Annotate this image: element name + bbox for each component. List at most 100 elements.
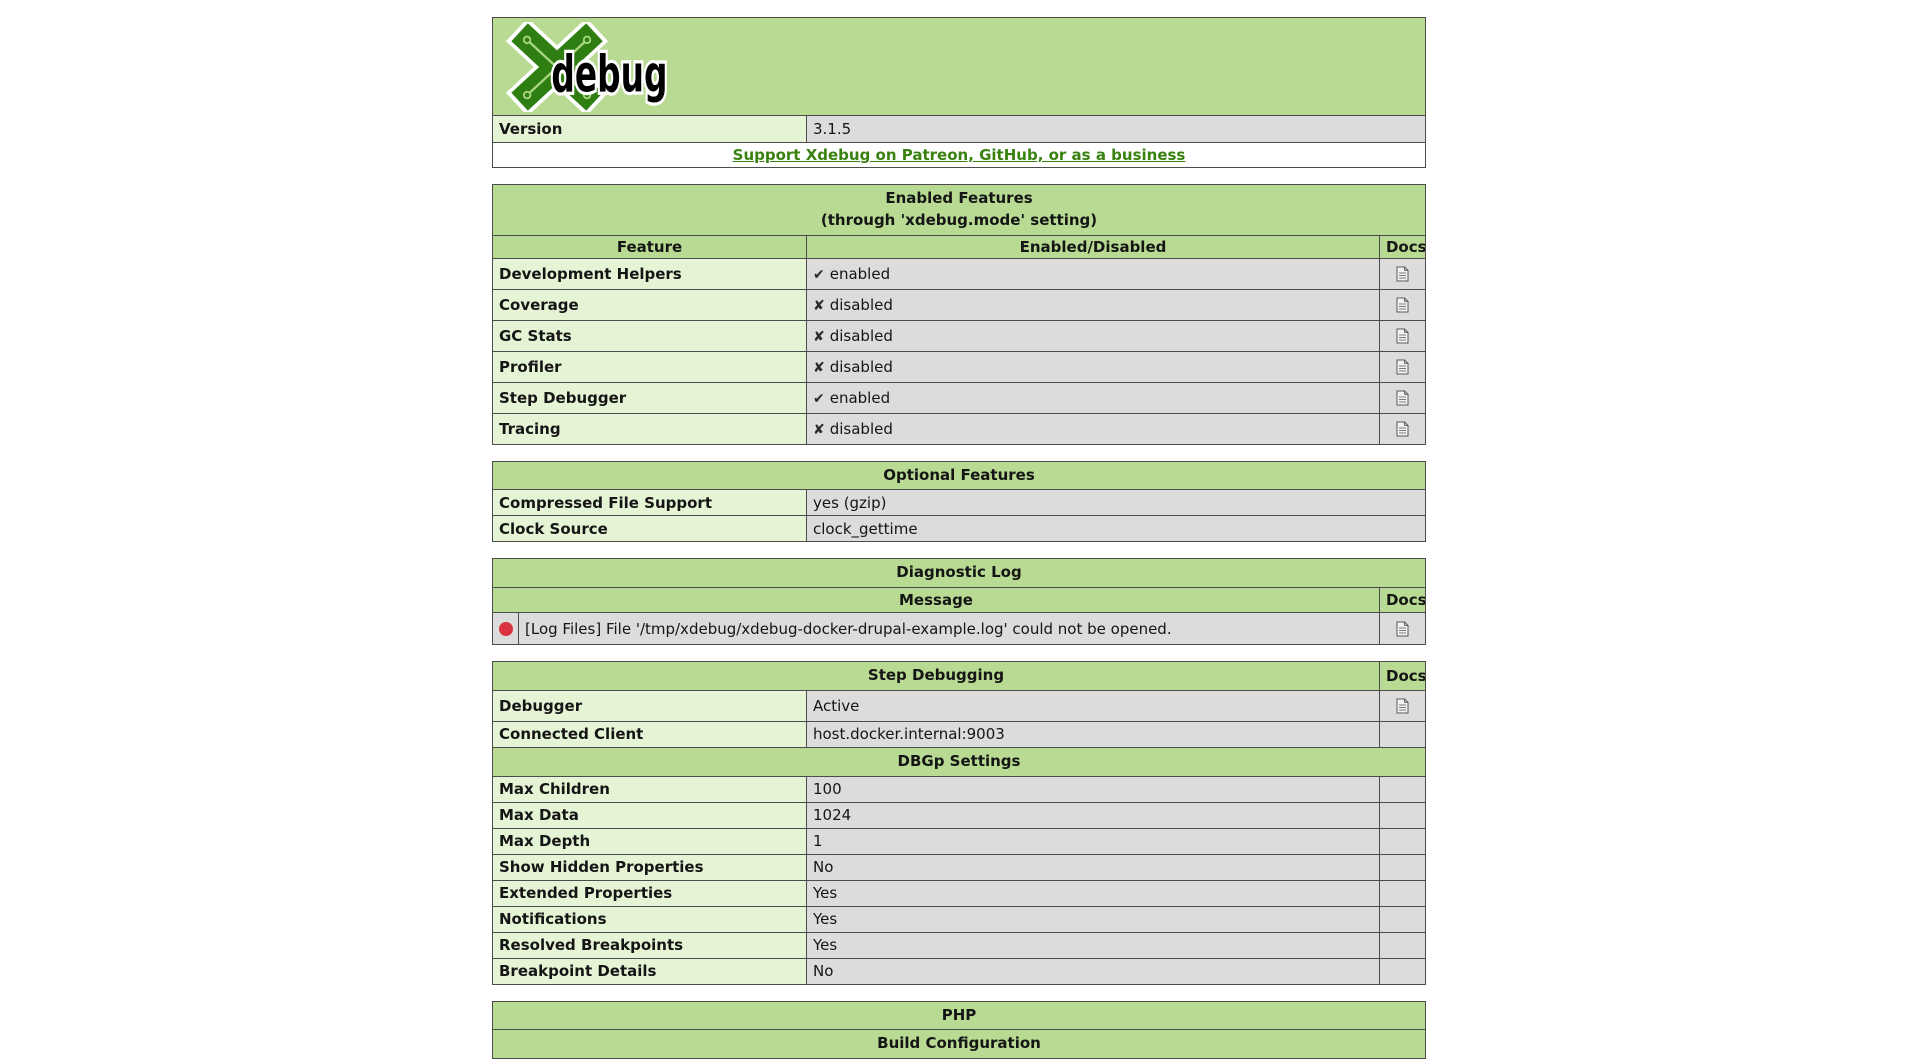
- logo-banner: debug: [493, 18, 1426, 116]
- version-value: 3.1.5: [807, 116, 1426, 143]
- docs-cell[interactable]: [1379, 382, 1425, 413]
- table-row: Connected Client host.docker.internal:90…: [493, 721, 1426, 747]
- docs-cell-empty: [1380, 721, 1426, 747]
- docs-cell-empty: [1380, 776, 1426, 802]
- diagnostic-log-table: Diagnostic Log Message Docs [Log Files] …: [492, 558, 1426, 645]
- table-row: Max Depth 1: [493, 828, 1426, 854]
- docs-cell[interactable]: [1379, 351, 1425, 382]
- feature-row: Development Helpers ✔ enabled: [493, 258, 1426, 289]
- setting-value: Yes: [807, 906, 1380, 932]
- xdebug-logo: debug: [499, 22, 675, 112]
- table-row: Max Data 1024: [493, 802, 1426, 828]
- docs-cell-empty: [1380, 958, 1426, 984]
- setting-value: host.docker.internal:9003: [807, 721, 1380, 747]
- docs-icon[interactable]: [1396, 297, 1409, 313]
- setting-value: yes (gzip): [807, 490, 1426, 516]
- docs-cell[interactable]: [1379, 613, 1425, 645]
- step-debugging-table: Step Debugging Docs Debugger Active Conn…: [492, 661, 1426, 985]
- feature-status: ✘disabled: [807, 289, 1380, 320]
- feature-row: Profiler ✘ disabled: [493, 351, 1426, 382]
- setting-name: Compressed File Support: [493, 490, 807, 516]
- feature-status: ✘ disabled: [807, 320, 1380, 351]
- enabled-features-title-line1: Enabled Features: [499, 188, 1419, 210]
- column-header-docs: Docs: [1379, 235, 1425, 258]
- column-header-docs: Docs: [1380, 662, 1426, 691]
- setting-value: 1024: [807, 802, 1380, 828]
- feature-status: ✔ enabled: [807, 258, 1380, 289]
- feature-row: Step Debugger ✔ enabled: [493, 382, 1426, 413]
- php-title: PHP: [493, 1001, 1426, 1030]
- docs-cell-empty: [1380, 854, 1426, 880]
- docs-cell[interactable]: [1379, 289, 1425, 320]
- docs-icon[interactable]: [1396, 390, 1409, 406]
- feature-name: Step Debugger: [493, 382, 807, 413]
- optional-features-title: Optional Features: [493, 461, 1426, 490]
- docs-cell[interactable]: [1379, 320, 1425, 351]
- setting-name: Debugger: [493, 690, 807, 721]
- log-entry-row: [Log Files] File '/tmp/xdebug/xdebug-doc…: [493, 613, 1426, 645]
- status-label: disabled: [830, 358, 893, 376]
- log-severity-cell: [493, 613, 519, 645]
- docs-cell[interactable]: [1380, 690, 1426, 721]
- version-row: Version 3.1.5: [493, 116, 1426, 143]
- table-row: Notifications Yes: [493, 906, 1426, 932]
- docs-icon[interactable]: [1396, 266, 1409, 282]
- disabled-cross-icon: ✘: [813, 422, 825, 438]
- table-row: Debugger Active: [493, 690, 1426, 721]
- docs-cell-empty: [1380, 906, 1426, 932]
- build-configuration-title: Build Configuration: [493, 1030, 1426, 1059]
- support-link[interactable]: Support Xdebug on Patreon, GitHub, or as…: [733, 146, 1186, 164]
- enabled-check-icon: ✔: [813, 391, 825, 407]
- setting-value: Active: [807, 690, 1380, 721]
- table-row: Show Hidden Properties No: [493, 854, 1426, 880]
- docs-icon[interactable]: [1396, 359, 1409, 375]
- setting-name: Show Hidden Properties: [493, 854, 807, 880]
- enabled-features-title-line2: (through 'xdebug.mode' setting): [499, 210, 1419, 232]
- disabled-cross-icon: ✘: [813, 360, 825, 376]
- docs-cell-empty: [1380, 802, 1426, 828]
- docs-icon[interactable]: [1396, 698, 1409, 714]
- table-row: Max Children 100: [493, 776, 1426, 802]
- setting-name: Connected Client: [493, 721, 807, 747]
- setting-name: Clock Source: [493, 516, 807, 542]
- setting-value: clock_gettime: [807, 516, 1426, 542]
- setting-name: Extended Properties: [493, 880, 807, 906]
- feature-name: Tracing: [493, 413, 807, 444]
- docs-cell[interactable]: [1379, 258, 1425, 289]
- header-table: debug Version 3.1.5 Support Xdebug on Pa…: [492, 17, 1426, 168]
- feature-row: GC Stats ✘ disabled: [493, 320, 1426, 351]
- column-header-feature: Feature: [493, 235, 807, 258]
- feature-name: Profiler: [493, 351, 807, 382]
- column-header-docs: Docs: [1379, 588, 1425, 613]
- logo-wordmark: debug: [551, 44, 667, 103]
- docs-cell[interactable]: [1379, 413, 1425, 444]
- docs-icon[interactable]: [1396, 621, 1409, 637]
- enabled-features-header-row: Feature Enabled/Disabled Docs: [493, 235, 1426, 258]
- status-label: disabled: [830, 327, 893, 345]
- php-table: PHP Build Configuration: [492, 1001, 1426, 1059]
- status-label: enabled: [830, 265, 890, 283]
- disabled-cross-icon: ✘: [813, 298, 825, 314]
- table-row: Extended Properties Yes: [493, 880, 1426, 906]
- setting-value: No: [807, 958, 1380, 984]
- status-label: disabled: [830, 420, 893, 438]
- diagnostic-log-header-row: Message Docs: [493, 588, 1426, 613]
- enabled-features-title: Enabled Features (through 'xdebug.mode' …: [493, 185, 1426, 236]
- log-message: [Log Files] File '/tmp/xdebug/xdebug-doc…: [519, 613, 1380, 645]
- setting-name: Notifications: [493, 906, 807, 932]
- docs-icon[interactable]: [1396, 421, 1409, 437]
- enabled-check-icon: ✔: [813, 267, 825, 283]
- setting-name: Max Data: [493, 802, 807, 828]
- setting-value: 100: [807, 776, 1380, 802]
- feature-name: Development Helpers: [493, 258, 807, 289]
- feature-row: Coverage ✘disabled: [493, 289, 1426, 320]
- setting-value: Yes: [807, 932, 1380, 958]
- status-label: enabled: [830, 389, 890, 407]
- disabled-cross-icon: ✘: [813, 329, 825, 345]
- docs-cell-empty: [1380, 932, 1426, 958]
- optional-features-table: Optional Features Compressed File Suppor…: [492, 461, 1426, 543]
- feature-row: Tracing ✘ disabled: [493, 413, 1426, 444]
- feature-name: GC Stats: [493, 320, 807, 351]
- docs-icon[interactable]: [1396, 328, 1409, 344]
- error-icon: [499, 622, 513, 636]
